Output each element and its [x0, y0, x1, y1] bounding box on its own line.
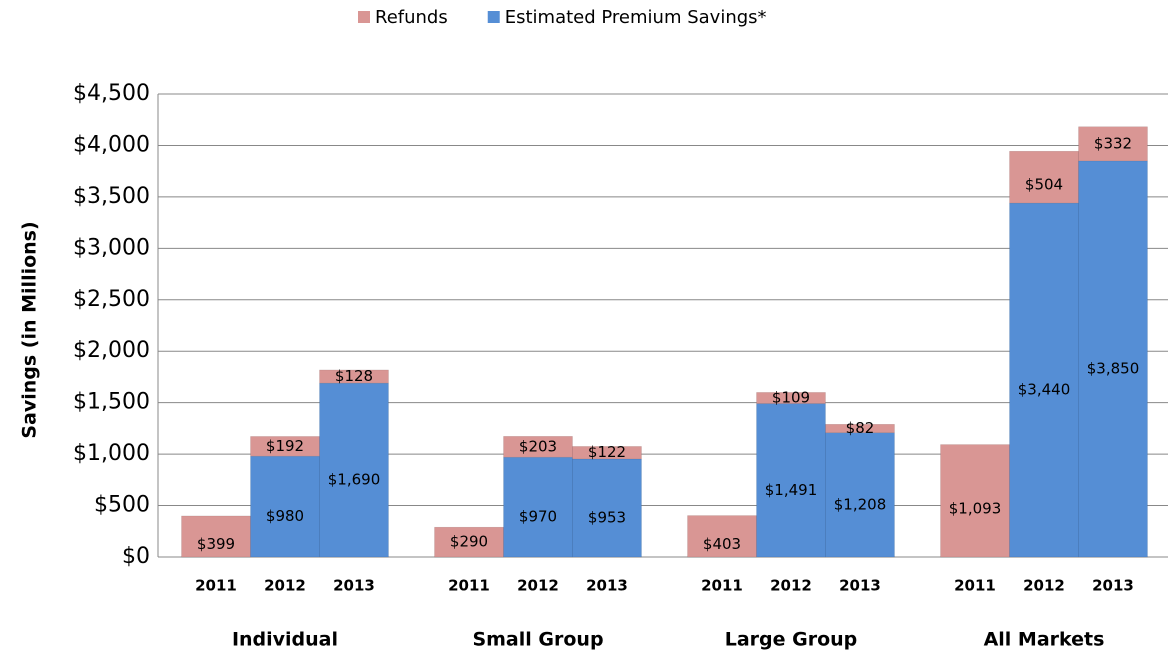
x-tick-label: 2012 — [264, 577, 306, 595]
y-tick-label: $1,000 — [73, 441, 150, 466]
data-label: $504 — [1025, 176, 1063, 194]
group-label: Large Group — [725, 629, 858, 651]
y-tick-label: $4,500 — [73, 81, 150, 106]
y-tick-label: $1,500 — [73, 390, 150, 415]
bar-segment — [1078, 126, 1148, 162]
group-label: All Markets — [984, 629, 1105, 651]
data-label: $1,208 — [834, 495, 887, 513]
x-tick-label: 2011 — [195, 577, 237, 595]
x-tick-label: 2013 — [1092, 577, 1134, 595]
x-tick-label: 2011 — [701, 577, 743, 595]
x-tick-label: 2012 — [517, 577, 559, 595]
y-tick-label: $500 — [94, 493, 150, 518]
group-label: Individual — [232, 629, 338, 651]
bar-segment — [319, 382, 389, 558]
bar-segment — [756, 392, 826, 404]
data-label: $203 — [519, 437, 557, 455]
bar-segment — [1009, 150, 1079, 204]
x-tick-label: 2013 — [839, 577, 881, 595]
data-label: $82 — [846, 419, 875, 437]
data-label: $109 — [772, 388, 810, 406]
data-label: $399 — [197, 535, 235, 553]
legend-label: Estimated Premium Savings* — [505, 7, 767, 28]
data-label: $192 — [266, 437, 304, 455]
x-tick-label: 2011 — [448, 577, 490, 595]
data-label: $122 — [588, 443, 626, 461]
legend-swatch — [487, 11, 500, 23]
data-label: $290 — [450, 533, 488, 551]
y-tick-label: $3,500 — [73, 184, 150, 209]
y-tick-label: $2,500 — [73, 287, 150, 312]
data-label: $1,093 — [949, 499, 1002, 517]
legend-label: Refunds — [375, 7, 448, 28]
data-label: $128 — [335, 367, 373, 385]
bar-segment — [319, 369, 389, 384]
bar-segment — [756, 403, 826, 558]
data-label: $403 — [703, 535, 741, 553]
legend-swatch — [358, 11, 370, 23]
x-tick-label: 2012 — [1023, 577, 1065, 595]
y-tick-label: $2,000 — [73, 338, 150, 363]
bar-segment — [1078, 160, 1148, 558]
y-axis-label: Savings (in Millions) — [19, 221, 41, 438]
data-label: $332 — [1094, 134, 1132, 152]
bar-segment — [572, 446, 642, 460]
group-label: Small Group — [472, 629, 603, 651]
data-label: $970 — [519, 508, 557, 526]
bar-segment — [940, 444, 1010, 558]
data-label: $3,440 — [1018, 381, 1071, 399]
data-label: $1,690 — [328, 471, 381, 489]
y-tick-label: $0 — [122, 544, 150, 569]
x-tick-label: 2011 — [954, 577, 996, 595]
bar-segment — [825, 432, 895, 558]
data-label: $953 — [588, 508, 626, 526]
x-tick-label: 2013 — [586, 577, 628, 595]
x-tick-label: 2012 — [770, 577, 812, 595]
bar-segment — [250, 455, 320, 558]
data-label: $3,850 — [1087, 359, 1140, 377]
y-tick-label: $4,000 — [73, 132, 150, 157]
x-tick-label: 2013 — [333, 577, 375, 595]
bar-segment — [181, 515, 251, 558]
bar-segment — [687, 515, 757, 558]
y-tick-label: $3,000 — [73, 235, 150, 260]
data-label: $1,491 — [765, 481, 818, 499]
bar-segment — [825, 424, 895, 433]
bar-segment — [1009, 202, 1079, 558]
data-label: $980 — [266, 507, 304, 525]
bar-segment — [572, 458, 642, 558]
